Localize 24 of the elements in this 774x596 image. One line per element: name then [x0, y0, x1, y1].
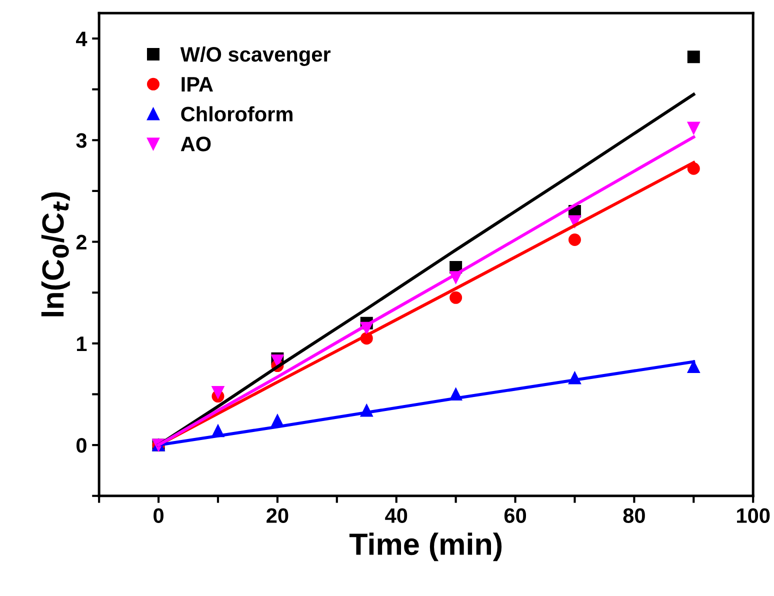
x-tick-label: 100 — [737, 508, 770, 523]
y-axis-title: ln(C$_{0}$/C$_{t}$) — [41, 192, 70, 316]
point — [687, 122, 700, 134]
y-tick-label: 1 — [76, 336, 87, 351]
x-tick-label: 80 — [623, 508, 645, 523]
x-tick-label: 20 — [266, 508, 288, 523]
x-axis-title: Time (min) — [349, 532, 502, 562]
legend-label: Chloroform — [181, 106, 292, 122]
legend-label: AO — [180, 136, 211, 152]
x-tick-label: 0 — [154, 508, 164, 523]
point — [687, 360, 700, 374]
y-tick-label: 2 — [76, 234, 86, 250]
x-tick-label: 40 — [385, 508, 408, 523]
point — [450, 291, 462, 304]
point — [568, 234, 581, 246]
y-tick-label: 3 — [76, 133, 87, 148]
x-tick-label: 60 — [504, 508, 526, 523]
legend-label: W/O scavenger — [180, 46, 331, 66]
point — [212, 386, 224, 398]
y-tick-label: 4 — [76, 32, 88, 46]
y-tick-label: 0 — [76, 438, 86, 453]
legend-label: IPA — [182, 77, 213, 92]
point — [687, 50, 700, 64]
point — [568, 215, 581, 228]
